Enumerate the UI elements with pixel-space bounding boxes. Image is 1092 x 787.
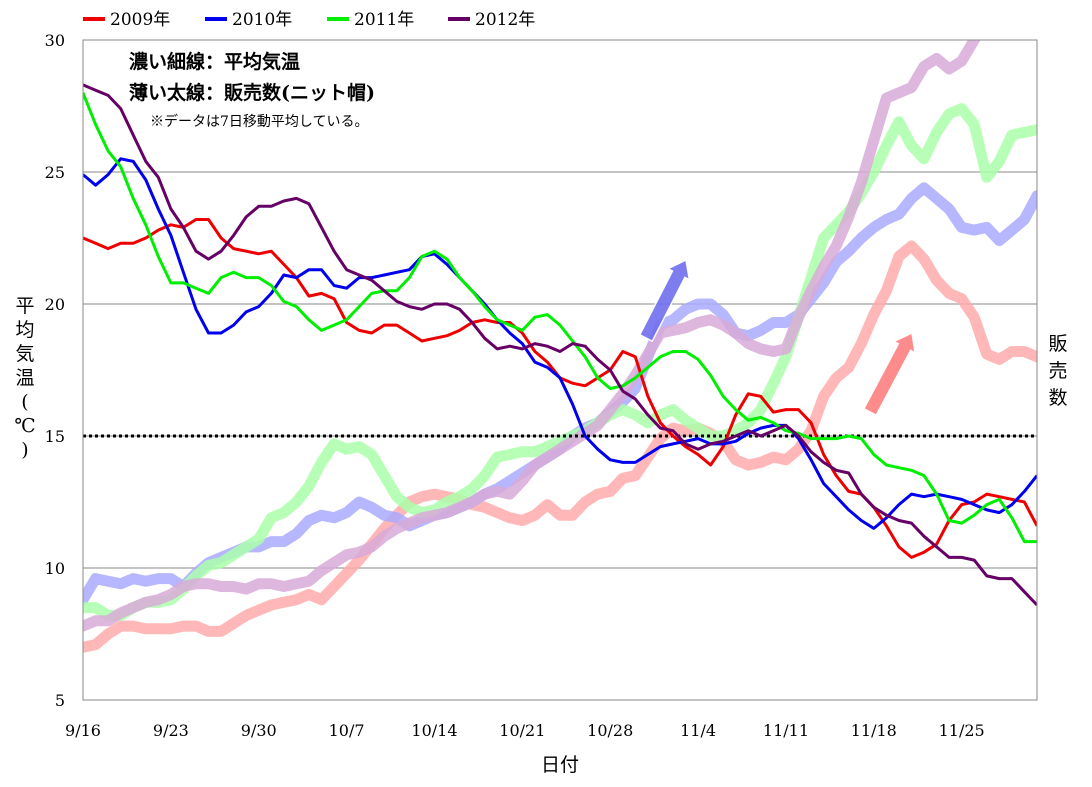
x-tick-label: 9/30 <box>241 721 277 740</box>
legend-label-3: 2012年 <box>475 10 535 30</box>
y-axis-label: 平均気温(℃) <box>14 295 35 461</box>
x-tick-label: 11/18 <box>851 721 897 740</box>
x-tick-label: 10/7 <box>329 721 365 740</box>
y-tick-label: 25 <box>45 163 65 182</box>
y-tick-label: 5 <box>55 691 65 710</box>
y-label-char: ) <box>21 439 28 461</box>
trend-arrows <box>638 258 917 417</box>
plot-frame <box>82 39 1038 701</box>
right-axis-label: 販売数 <box>1048 333 1067 409</box>
sales-line-2 <box>83 103 1037 621</box>
note-line-1: 薄い太線：販売数(ニット帽) <box>129 81 375 104</box>
right-label-char: 数 <box>1048 387 1067 409</box>
y-label-char: 温 <box>15 367 34 389</box>
note-line-2: ※データは7日移動平均している。 <box>150 113 369 130</box>
temperature-line-2 <box>83 92 1037 544</box>
x-axis-ticks: 9/16 9/23 9/30 10/7 10/14 10/21 10/28 11/4 11/11… <box>65 721 985 740</box>
x-tick-label: 10/21 <box>499 721 545 740</box>
y-label-char: 平 <box>15 295 34 317</box>
x-tick-label: 10/14 <box>411 721 457 740</box>
x-tick-label: 11/11 <box>763 721 809 740</box>
x-tick-label: 11/4 <box>680 721 716 740</box>
x-tick-label: 10/28 <box>587 721 633 740</box>
y-tick-label: 30 <box>45 31 65 50</box>
legend-label-0: 2009年 <box>110 10 170 30</box>
arrow-up-blue-icon <box>638 258 691 343</box>
x-axis-label: 日付 <box>541 754 579 776</box>
temperature-line-3 <box>83 83 1037 607</box>
x-tick-label: 9/16 <box>65 721 101 740</box>
note-line-0: 濃い細線：平均気温 <box>129 50 300 73</box>
x-tick-label: 9/23 <box>153 721 189 740</box>
legend: 2009年 2010年 2011年 2012年 <box>83 10 535 30</box>
y-label-char: ( <box>21 391 28 413</box>
y-label-char: 均 <box>15 319 34 341</box>
x-tick-label: 11/25 <box>939 721 985 740</box>
sales-line-0 <box>83 240 1037 653</box>
sales-series <box>83 40 1037 653</box>
y-tick-label: 20 <box>45 295 65 314</box>
legend-label-2: 2011年 <box>354 10 414 30</box>
y-label-char: 気 <box>15 343 34 365</box>
right-label-char: 販 <box>1048 333 1067 355</box>
y-axis-ticks: 5 10 15 20 25 30 <box>45 31 65 710</box>
temperature-series <box>83 83 1037 607</box>
legend-label-1: 2010年 <box>232 10 292 30</box>
right-label-char: 売 <box>1048 360 1067 382</box>
y-tick-label: 10 <box>45 559 65 578</box>
y-label-char: ℃ <box>14 415 35 437</box>
arrow-up-red-icon <box>862 331 917 417</box>
sales-line-3 <box>83 40 981 632</box>
temperature-line-1 <box>83 157 1037 530</box>
y-tick-label: 15 <box>45 427 65 446</box>
